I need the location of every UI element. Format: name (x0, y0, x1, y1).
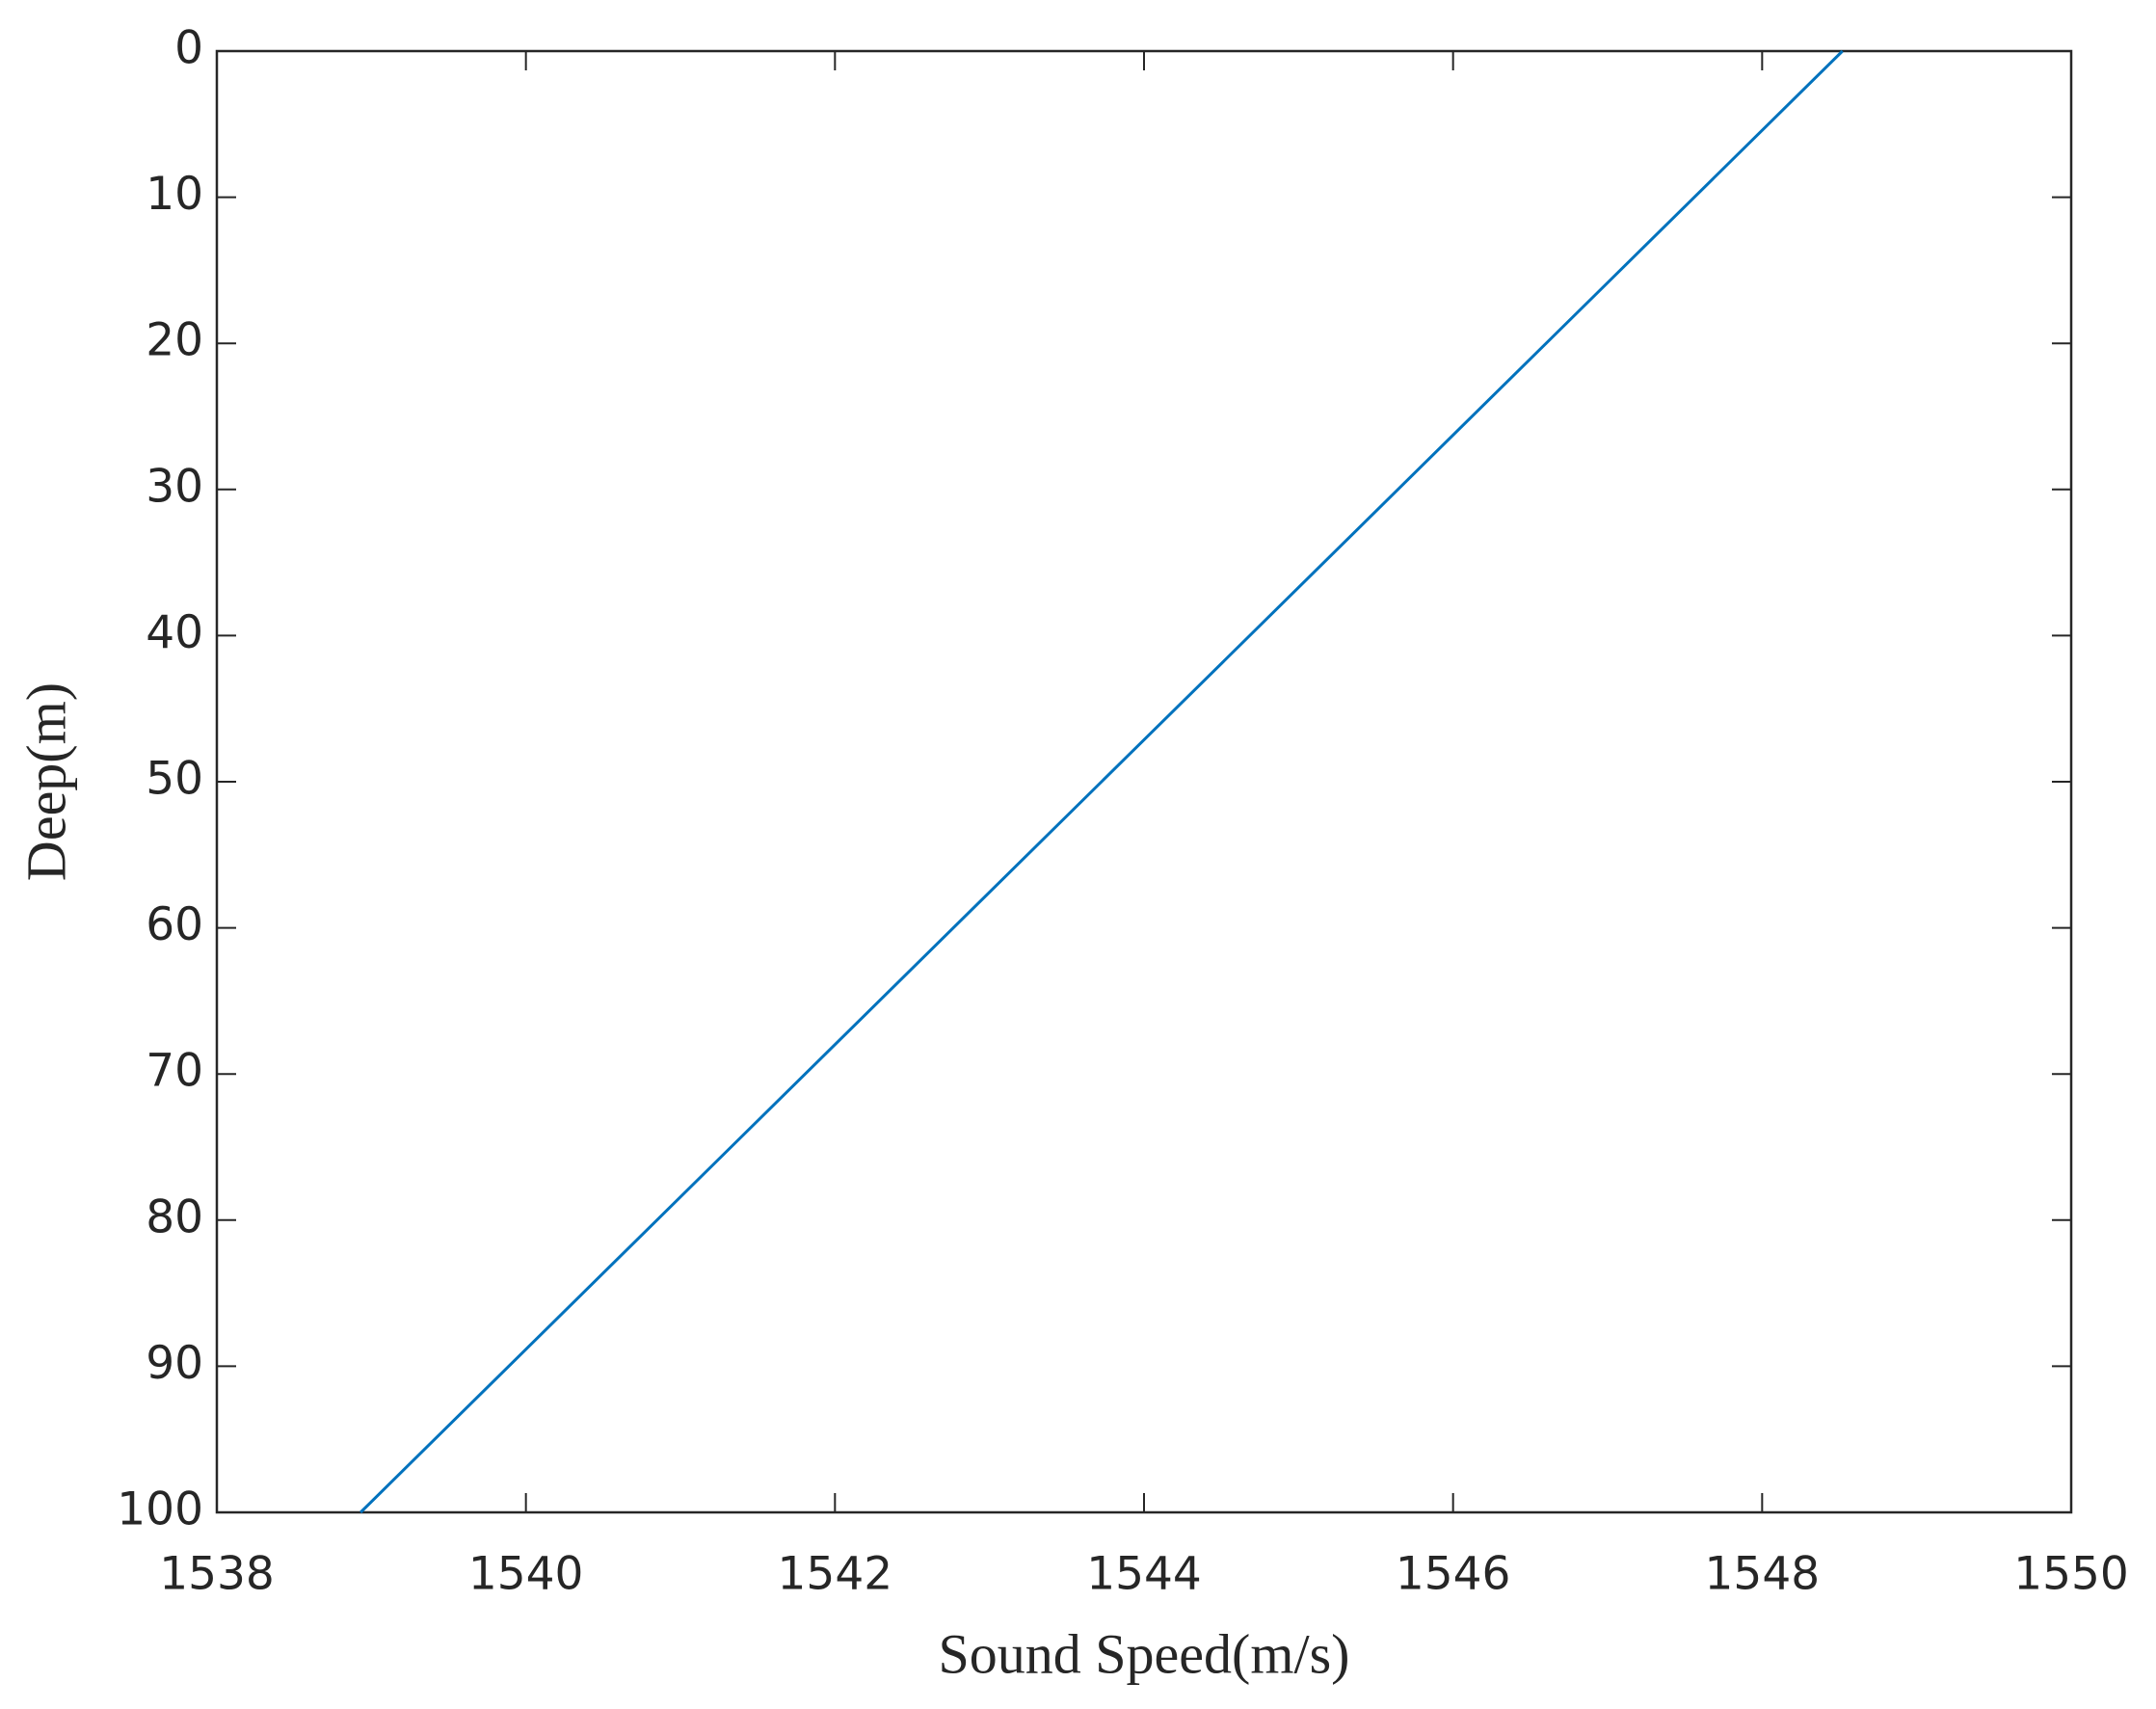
x-tick-label: 1542 (778, 1548, 893, 1601)
y-tick-label: 40 (146, 606, 203, 659)
y-tick-label: 0 (174, 22, 203, 75)
y-tick-label: 60 (146, 898, 203, 951)
data-line (359, 49, 1844, 1514)
plot-frame (215, 49, 2073, 1514)
y-tick-label: 10 (146, 168, 203, 221)
x-tick-label: 1544 (1086, 1548, 1202, 1601)
x-tick-label: 1538 (159, 1548, 275, 1601)
y-tick-label: 70 (146, 1045, 203, 1098)
x-tick-label: 1548 (1705, 1548, 1821, 1601)
x-tick-label: 1550 (2013, 1548, 2129, 1601)
x-tick-label: 1540 (468, 1548, 584, 1601)
y-tick-label: 100 (117, 1483, 203, 1536)
y-axis-label: Deep(m) (14, 682, 77, 881)
x-tick-label: 1546 (1396, 1548, 1511, 1601)
y-tick-label: 20 (146, 314, 203, 367)
y-tick-label: 80 (146, 1190, 203, 1243)
x-axis-label: Sound Speed(m/s) (939, 1622, 1350, 1685)
y-tick-label: 90 (146, 1337, 203, 1390)
y-tick-label: 50 (146, 753, 203, 806)
y-tick-label: 30 (146, 460, 203, 513)
